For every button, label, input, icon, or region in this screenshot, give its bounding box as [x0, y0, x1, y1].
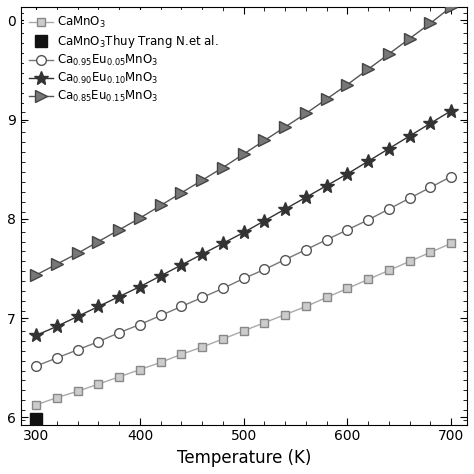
Ca$_{0.95}$Eu$_{0.05}$MnO$_3$ [220, 285, 226, 291]
Ca$_{0.85}$Eu$_{0.15}$MnO$_3$ [303, 110, 309, 116]
CaMnO$_3$ [75, 388, 81, 394]
Ca$_{0.95}$Eu$_{0.05}$MnO$_3$ [448, 173, 454, 179]
Ca$_{0.90}$Eu$_{0.10}$MnO$_3$ [137, 284, 143, 290]
Ca$_{0.90}$Eu$_{0.10}$MnO$_3$ [365, 158, 371, 164]
CaMnO$_3$ [117, 374, 122, 380]
Ca$_{0.95}$Eu$_{0.05}$MnO$_3$ [262, 267, 267, 273]
Ca$_{0.85}$Eu$_{0.15}$MnO$_3$ [75, 250, 81, 256]
CaMnO$_3$ [303, 304, 309, 310]
Ca$_{0.85}$Eu$_{0.15}$MnO$_3$ [117, 227, 122, 233]
Ca$_{0.95}$Eu$_{0.05}$MnO$_3$ [158, 313, 164, 319]
Ca$_{0.90}$Eu$_{0.10}$MnO$_3$ [324, 182, 329, 188]
Ca$_{0.90}$Eu$_{0.10}$MnO$_3$ [33, 332, 39, 338]
Ca$_{0.90}$Eu$_{0.10}$MnO$_3$ [220, 240, 226, 246]
CaMnO$_3$ [33, 402, 39, 408]
Line: Ca$_{0.90}$Eu$_{0.10}$MnO$_3$: Ca$_{0.90}$Eu$_{0.10}$MnO$_3$ [29, 104, 458, 342]
Line: Ca$_{0.85}$Eu$_{0.15}$MnO$_3$: Ca$_{0.85}$Eu$_{0.15}$MnO$_3$ [31, 1, 457, 281]
Ca$_{0.95}$Eu$_{0.05}$MnO$_3$ [303, 247, 309, 253]
CaMnO$_3$ [345, 285, 350, 291]
Ca$_{0.85}$Eu$_{0.15}$MnO$_3$ [137, 215, 143, 221]
Ca$_{0.95}$Eu$_{0.05}$MnO$_3$ [283, 257, 288, 263]
CaMnO$_3$ [448, 240, 454, 246]
Ca$_{0.85}$Eu$_{0.15}$MnO$_3$ [96, 238, 101, 244]
Ca$_{0.90}$Eu$_{0.10}$MnO$_3$ [407, 133, 412, 139]
Ca$_{0.95}$Eu$_{0.05}$MnO$_3$ [75, 347, 81, 353]
Ca$_{0.95}$Eu$_{0.05}$MnO$_3$ [33, 363, 39, 369]
Ca$_{0.85}$Eu$_{0.15}$MnO$_3$ [365, 66, 371, 72]
Ca$_{0.90}$Eu$_{0.10}$MnO$_3$ [179, 262, 184, 268]
CaMnO$_3$ [365, 276, 371, 282]
CaMnO$_3$ [324, 295, 329, 301]
Ca$_{0.90}$Eu$_{0.10}$MnO$_3$ [428, 120, 433, 126]
Ca$_{0.95}$Eu$_{0.05}$MnO$_3$ [137, 322, 143, 328]
Ca$_{0.85}$Eu$_{0.15}$MnO$_3$ [324, 96, 329, 102]
Ca$_{0.85}$Eu$_{0.15}$MnO$_3$ [386, 51, 392, 57]
Ca$_{0.95}$Eu$_{0.05}$MnO$_3$ [96, 339, 101, 345]
Ca$_{0.90}$Eu$_{0.10}$MnO$_3$ [448, 108, 454, 114]
Ca$_{0.95}$Eu$_{0.05}$MnO$_3$ [241, 276, 246, 282]
CaMnO$_3$ [428, 249, 433, 255]
Ca$_{0.85}$Eu$_{0.15}$MnO$_3$ [428, 20, 433, 26]
Line: Ca$_{0.95}$Eu$_{0.05}$MnO$_3$: Ca$_{0.95}$Eu$_{0.05}$MnO$_3$ [31, 172, 456, 371]
Ca$_{0.90}$Eu$_{0.10}$MnO$_3$ [303, 194, 309, 200]
Ca$_{0.95}$Eu$_{0.05}$MnO$_3$ [407, 195, 412, 201]
Ca$_{0.90}$Eu$_{0.10}$MnO$_3$ [283, 206, 288, 212]
Ca$_{0.85}$Eu$_{0.15}$MnO$_3$ [262, 137, 267, 143]
Legend: CaMnO$_3$, CaMnO$_3$Thuy Trang N.et al., Ca$_{0.95}$Eu$_{0.05}$MnO$_3$, Ca$_{0.9: CaMnO$_3$, CaMnO$_3$Thuy Trang N.et al.,… [24, 10, 224, 109]
Ca$_{0.85}$Eu$_{0.15}$MnO$_3$ [283, 124, 288, 130]
Ca$_{0.90}$Eu$_{0.10}$MnO$_3$ [75, 313, 81, 319]
Ca$_{0.85}$Eu$_{0.15}$MnO$_3$ [33, 272, 39, 278]
Ca$_{0.85}$Eu$_{0.15}$MnO$_3$ [407, 36, 412, 41]
Ca$_{0.85}$Eu$_{0.15}$MnO$_3$ [241, 151, 246, 157]
Ca$_{0.85}$Eu$_{0.15}$MnO$_3$ [158, 202, 164, 208]
Ca$_{0.85}$Eu$_{0.15}$MnO$_3$ [200, 177, 205, 183]
Ca$_{0.85}$Eu$_{0.15}$MnO$_3$ [345, 82, 350, 87]
CaMnO$_3$ [200, 344, 205, 350]
CaMnO$_3$ [262, 320, 267, 326]
Line: CaMnO$_3$: CaMnO$_3$ [32, 239, 456, 409]
Ca$_{0.95}$Eu$_{0.05}$MnO$_3$ [54, 355, 60, 361]
Ca$_{0.95}$Eu$_{0.05}$MnO$_3$ [386, 206, 392, 212]
Ca$_{0.90}$Eu$_{0.10}$MnO$_3$ [117, 294, 122, 300]
Ca$_{0.95}$Eu$_{0.05}$MnO$_3$ [428, 184, 433, 190]
Ca$_{0.95}$Eu$_{0.05}$MnO$_3$ [324, 237, 329, 243]
Ca$_{0.90}$Eu$_{0.10}$MnO$_3$ [345, 171, 350, 177]
X-axis label: Temperature (K): Temperature (K) [176, 449, 311, 467]
Ca$_{0.95}$Eu$_{0.05}$MnO$_3$ [365, 217, 371, 223]
CaMnO$_3$ [158, 360, 164, 365]
Ca$_{0.90}$Eu$_{0.10}$MnO$_3$ [262, 218, 267, 224]
CaMnO$_3$ [54, 395, 60, 401]
Ca$_{0.95}$Eu$_{0.05}$MnO$_3$ [179, 304, 184, 310]
CaMnO$_3$ [96, 381, 101, 387]
Ca$_{0.95}$Eu$_{0.05}$MnO$_3$ [117, 330, 122, 336]
CaMnO$_3$ [220, 336, 226, 342]
CaMnO$_3$ [137, 367, 143, 373]
Ca$_{0.95}$Eu$_{0.05}$MnO$_3$ [200, 295, 205, 301]
Ca$_{0.85}$Eu$_{0.15}$MnO$_3$ [220, 164, 226, 170]
CaMnO$_3$ [386, 267, 392, 273]
CaMnO$_3$ [283, 312, 288, 318]
Ca$_{0.85}$Eu$_{0.15}$MnO$_3$ [54, 261, 60, 267]
CaMnO$_3$ [241, 328, 246, 334]
Ca$_{0.90}$Eu$_{0.10}$MnO$_3$ [386, 146, 392, 151]
Ca$_{0.90}$Eu$_{0.10}$MnO$_3$ [96, 304, 101, 310]
Ca$_{0.90}$Eu$_{0.10}$MnO$_3$ [200, 251, 205, 257]
Ca$_{0.95}$Eu$_{0.05}$MnO$_3$ [345, 227, 350, 233]
Ca$_{0.90}$Eu$_{0.10}$MnO$_3$ [54, 323, 60, 329]
Ca$_{0.90}$Eu$_{0.10}$MnO$_3$ [241, 229, 246, 235]
CaMnO$_3$ [179, 351, 184, 357]
Ca$_{0.85}$Eu$_{0.15}$MnO$_3$ [448, 4, 454, 10]
CaMnO$_3$ [407, 258, 412, 264]
Ca$_{0.90}$Eu$_{0.10}$MnO$_3$ [158, 273, 164, 279]
Ca$_{0.85}$Eu$_{0.15}$MnO$_3$ [179, 190, 184, 196]
